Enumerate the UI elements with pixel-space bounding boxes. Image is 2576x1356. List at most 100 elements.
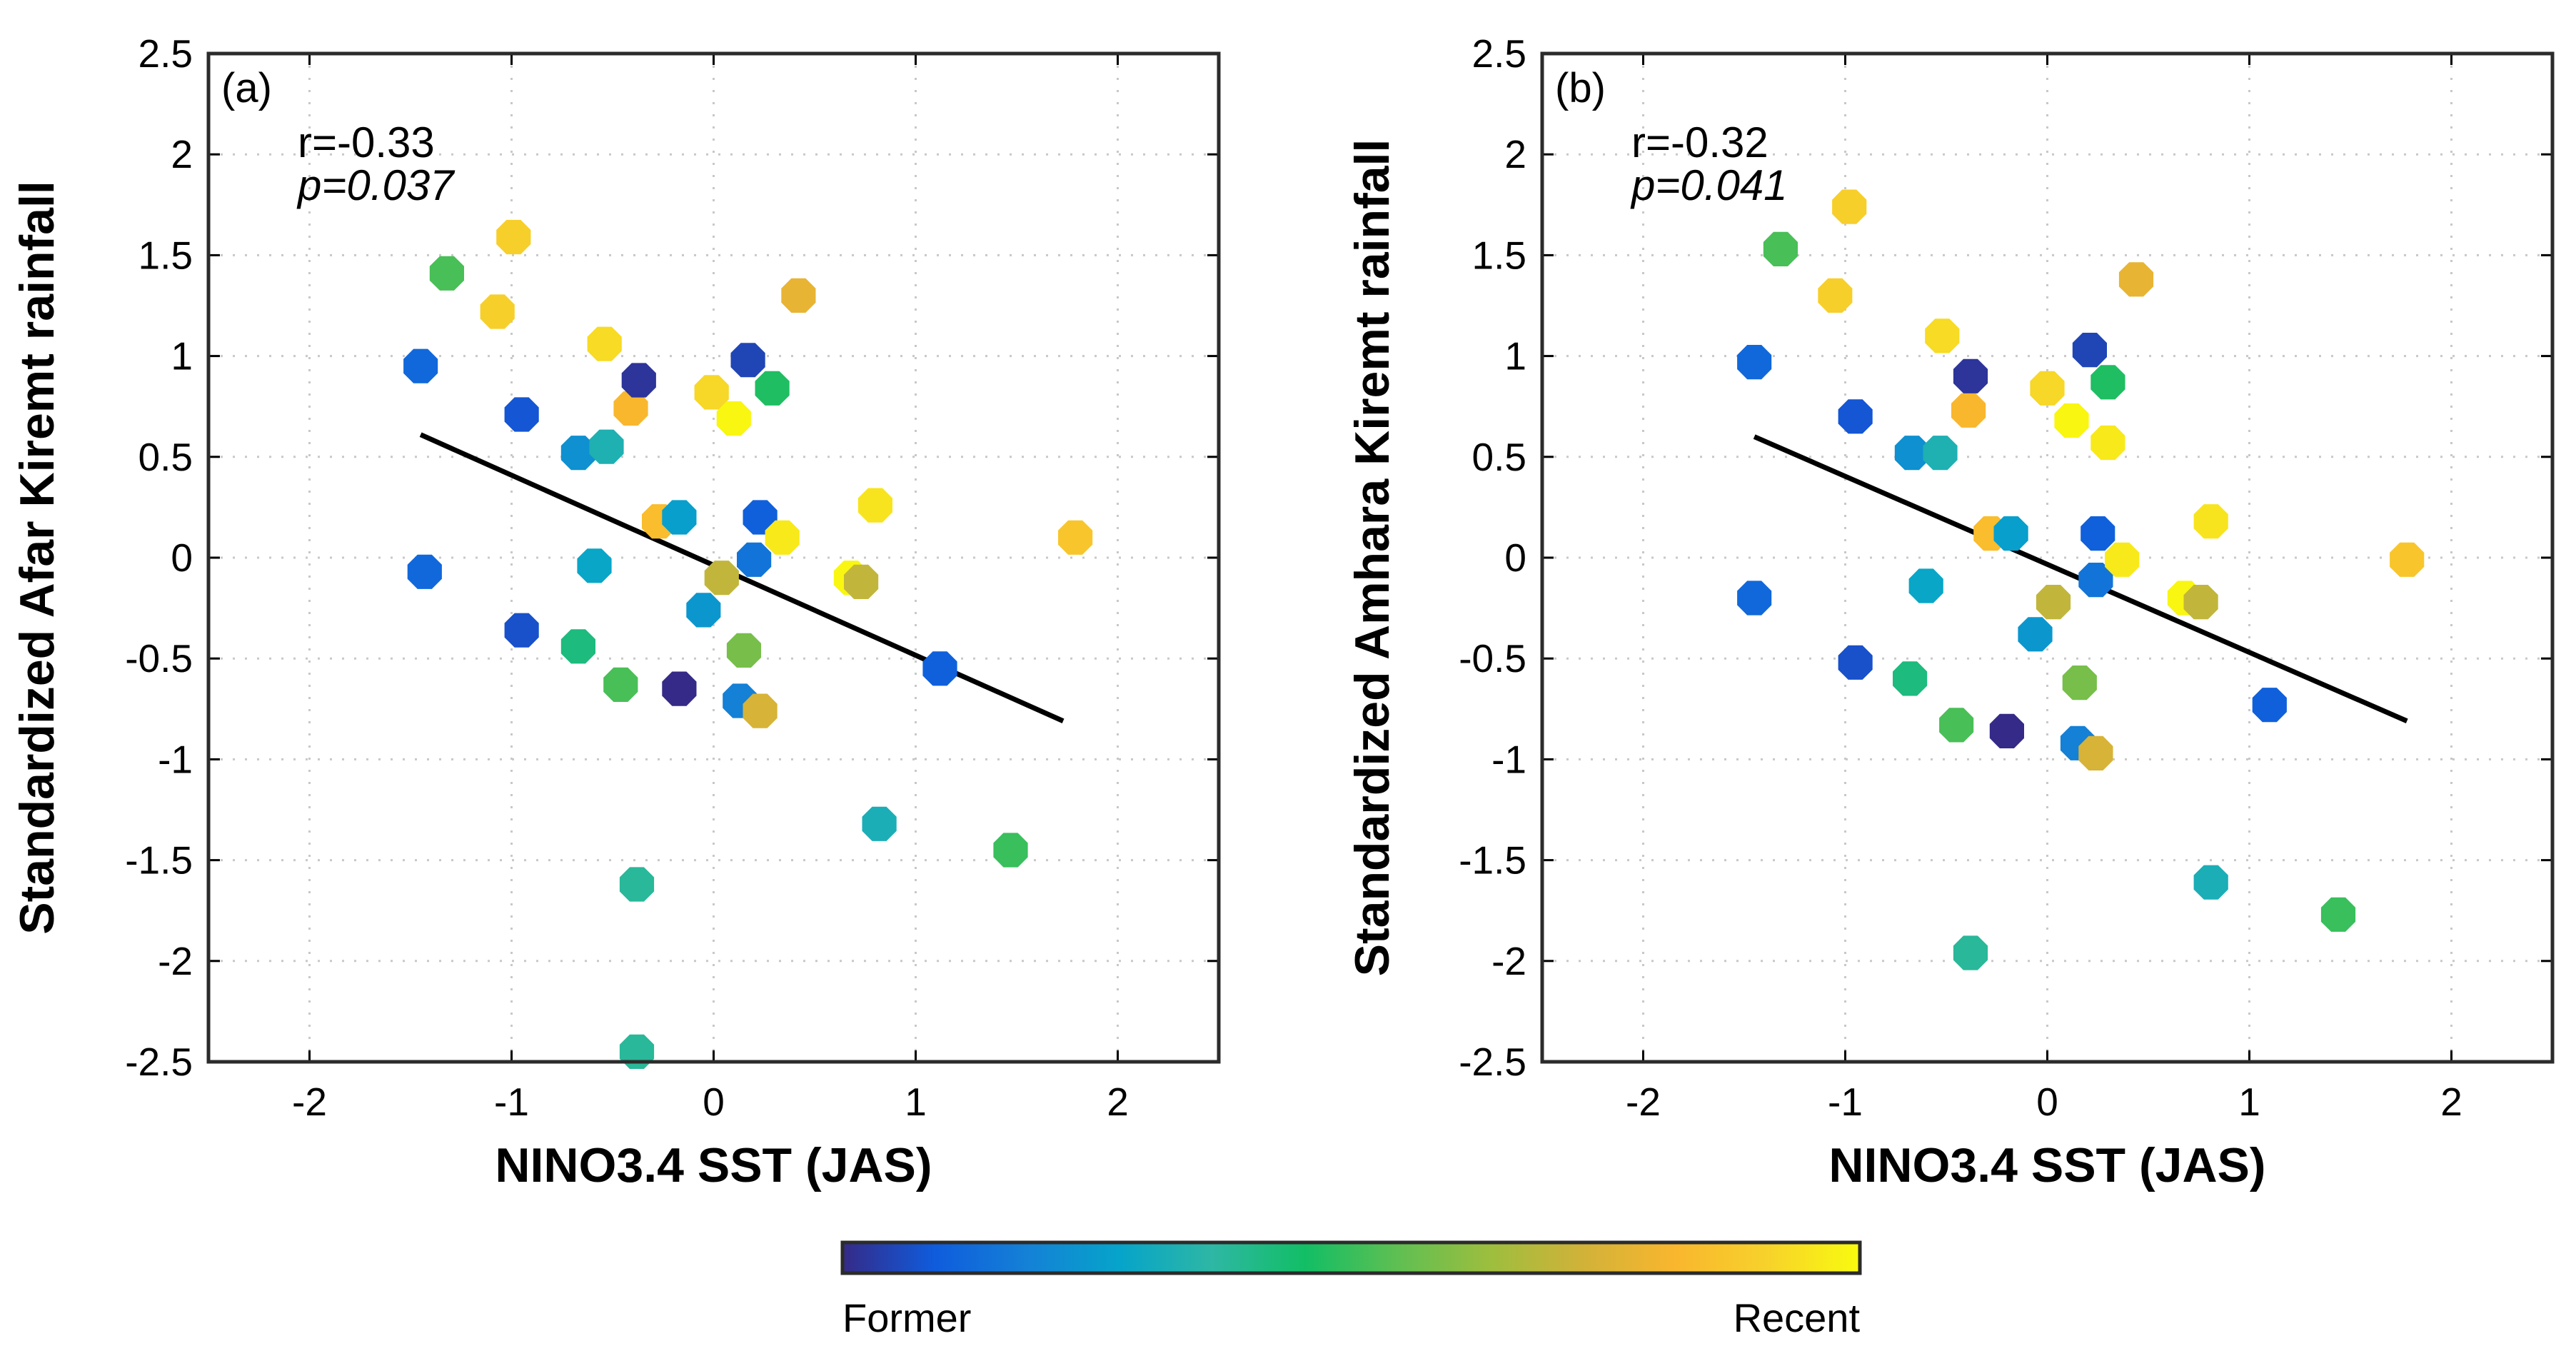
scatter-point xyxy=(2252,688,2287,723)
axes-frame xyxy=(1540,51,2555,1064)
y-tick-label: -2.5 xyxy=(125,1040,193,1084)
scatter-point xyxy=(1925,318,1960,353)
scatter-point xyxy=(922,651,957,686)
scatter-point xyxy=(1818,278,1853,313)
colorbar: Former Recent xyxy=(840,1240,1862,1340)
panel-label: (b) xyxy=(1555,65,1606,111)
panel-a: -2 -1 0 1 2 2.5 2 1.5 1 0.5 0 -0.5 -1 -1.5 -2 -2.5 (a) r=… xyxy=(10,31,1221,1192)
panel-b: -2 -1 0 1 2 2.5 2 1.5 1 0.5 0 -0.5 -1 -1.5 -2 -2.5 (b) r=… xyxy=(1345,31,2555,1192)
scatter-point xyxy=(2018,617,2053,652)
correlation-r: r=-0.32 xyxy=(1631,119,1769,166)
scatter-point xyxy=(743,693,778,728)
y-tick-label: 0.5 xyxy=(139,435,193,479)
scatter-point xyxy=(726,633,761,668)
scatter-point xyxy=(765,520,800,555)
scatter-point xyxy=(480,294,515,329)
y-tick-label: -2 xyxy=(158,939,193,983)
axes-frame xyxy=(206,51,1221,1064)
scatter-point xyxy=(1953,935,1988,970)
y-tick-label: 2.5 xyxy=(1472,31,1526,76)
scatter-point xyxy=(704,561,739,596)
y-tick-label: 1.5 xyxy=(1472,233,1526,277)
scatter-point xyxy=(662,500,697,535)
scatter-point xyxy=(844,564,879,599)
y-tick-label: -1.5 xyxy=(125,838,193,883)
y-axis-label: Standardized Amhara Kiremt rainfall xyxy=(1345,139,1399,977)
scatter-point xyxy=(1939,708,1974,743)
scatter-point xyxy=(781,278,816,313)
scatter-point xyxy=(694,375,729,410)
scatter-point xyxy=(560,629,595,664)
scatter-point xyxy=(2072,333,2107,368)
scatter-point xyxy=(1737,581,1772,616)
scatter-point xyxy=(993,833,1028,868)
scatter-point xyxy=(2183,585,2218,620)
scatter-point xyxy=(2105,542,2140,577)
scatter-point xyxy=(1838,399,1873,434)
x-tick-label: 0 xyxy=(703,1080,725,1124)
x-tick-label: -2 xyxy=(1626,1080,1661,1124)
scatter-point xyxy=(1763,231,1798,266)
scatter-point xyxy=(1737,345,1772,380)
colorbar-label-recent: Recent xyxy=(1734,1295,1861,1340)
scatter-point xyxy=(619,867,655,902)
scatter-point xyxy=(504,613,539,648)
scatter-point xyxy=(1923,436,1958,471)
scatter-point xyxy=(2078,735,2113,770)
panel-label: (a) xyxy=(221,65,272,111)
x-tick-label: 0 xyxy=(2036,1080,2058,1124)
scatter-point xyxy=(2062,666,2097,700)
p-value: p=0.041 xyxy=(1630,161,1788,209)
scatter-point xyxy=(1908,568,1943,603)
scatter-point xyxy=(603,667,638,702)
scatter-point xyxy=(662,671,697,706)
colorbar-label-former: Former xyxy=(842,1295,971,1340)
y-tick-label: -0.5 xyxy=(1459,636,1526,680)
scatter-point xyxy=(1953,358,1988,393)
x-tick-label: -1 xyxy=(1828,1080,1863,1124)
y-tick-label: 1 xyxy=(1504,334,1526,378)
scatter-point xyxy=(2118,262,2154,297)
scatter-point xyxy=(2390,542,2425,577)
plot-area xyxy=(208,54,1219,1062)
scatter-point xyxy=(613,391,648,426)
scatter-point xyxy=(2030,371,2065,406)
y-tick-label: -1.5 xyxy=(1459,838,1526,883)
scatter-point xyxy=(496,219,531,255)
y-tick-label: -1 xyxy=(158,737,193,781)
scatter-point xyxy=(755,371,790,406)
scatter-point xyxy=(619,1034,655,1069)
plot-area xyxy=(1542,54,2552,1062)
scatter-point xyxy=(504,397,539,432)
scatter-point xyxy=(577,548,612,583)
scatter-point xyxy=(857,488,892,523)
x-tick-label: 1 xyxy=(2238,1080,2260,1124)
scatter-point xyxy=(1838,645,1873,680)
scatter-point xyxy=(2193,865,2228,900)
scatter-point xyxy=(621,363,656,398)
y-tick-label: 0.5 xyxy=(1472,435,1526,479)
correlation-r: r=-0.33 xyxy=(298,119,435,166)
x-tick-label: 2 xyxy=(2440,1080,2462,1124)
scatter-point xyxy=(587,326,622,361)
y-tick-label: -0.5 xyxy=(125,636,193,680)
y-tick-label: 0 xyxy=(171,536,193,580)
scatter-point xyxy=(716,401,751,436)
scatter-point xyxy=(2054,403,2089,438)
x-axis-label: NINO3.4 SST (JAS) xyxy=(495,1138,932,1192)
scatter-point xyxy=(589,429,624,464)
y-tick-label: 2 xyxy=(1504,132,1526,176)
scatter-point xyxy=(429,256,464,291)
scatter-point xyxy=(403,348,438,383)
scatter-point xyxy=(1951,393,1986,428)
y-tick-label: 1.5 xyxy=(139,233,193,277)
x-tick-label: -1 xyxy=(494,1080,529,1124)
scatter-point xyxy=(2193,504,2228,539)
scatter-point xyxy=(743,500,778,535)
scatter-point xyxy=(407,554,442,589)
scatter-point xyxy=(737,542,772,577)
y-tick-label: 0 xyxy=(1504,536,1526,580)
y-tick-label: -2 xyxy=(1491,939,1526,983)
scatter-point xyxy=(2091,365,2125,400)
